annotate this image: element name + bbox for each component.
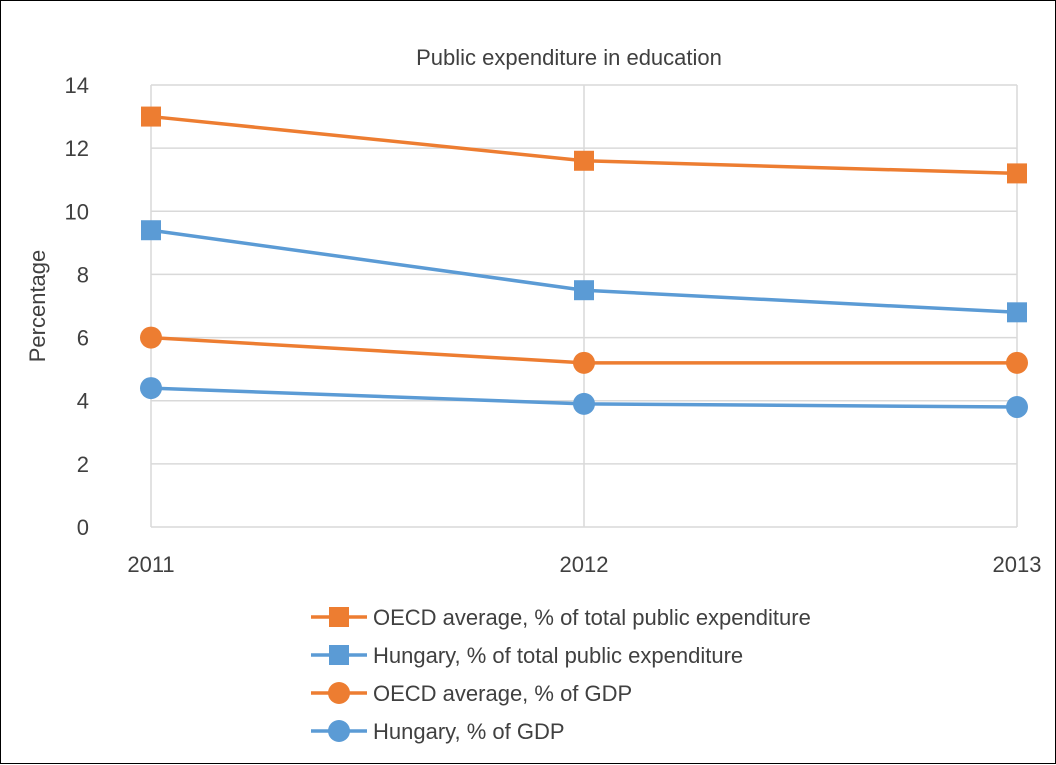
y-tick-label: 14	[65, 73, 89, 98]
series-lines	[140, 106, 1028, 419]
legend-label: OECD average, % of GDP	[373, 681, 632, 706]
x-tick-label: 2012	[560, 552, 609, 577]
data-point-circle	[1006, 396, 1028, 419]
legend: OECD average, % of total public expendit…	[311, 605, 811, 744]
legend-marker	[328, 720, 350, 742]
data-point-circle	[140, 326, 162, 349]
y-tick-label: 6	[77, 326, 89, 351]
x-tick-label: 2011	[127, 552, 174, 577]
data-point-circle	[140, 377, 162, 400]
data-point-square	[1007, 302, 1027, 323]
legend-item: OECD average, % of GDP	[311, 681, 632, 706]
chart-title: Public expenditure in education	[416, 45, 722, 70]
gridlines	[150, 84, 1018, 527]
data-point-square	[574, 280, 594, 301]
y-tick-label: 2	[77, 452, 89, 477]
axes: 0 2 4 6 8 10 12 14 2011 2012 2013	[65, 73, 1042, 577]
legend-item: Hungary, % of total public expenditure	[311, 643, 743, 668]
y-tick-label: 12	[65, 136, 89, 161]
legend-item: OECD average, % of total public expendit…	[311, 605, 811, 630]
legend-label: OECD average, % of total public expendit…	[373, 605, 811, 630]
data-point-square	[141, 106, 161, 127]
y-tick-label: 0	[77, 515, 89, 540]
data-point-square	[141, 220, 161, 241]
legend-item: Hungary, % of GDP	[311, 719, 565, 744]
legend-label: Hungary, % of GDP	[373, 719, 565, 744]
legend-marker	[328, 682, 350, 704]
legend-label: Hungary, % of total public expenditure	[373, 643, 743, 668]
series-group	[141, 220, 1027, 323]
data-point-circle	[573, 351, 595, 374]
data-point-circle	[573, 392, 595, 415]
data-point-circle	[1006, 351, 1028, 374]
y-tick-label: 8	[77, 262, 89, 287]
series-group	[140, 377, 1028, 419]
legend-marker	[329, 607, 349, 627]
series-group	[140, 326, 1028, 374]
data-point-square	[1007, 163, 1027, 184]
series-group	[141, 106, 1027, 184]
x-tick-label: 2013	[993, 552, 1042, 577]
y-tick-label: 4	[77, 389, 89, 414]
y-axis-label: Percentage	[25, 250, 50, 363]
legend-marker	[329, 645, 349, 665]
data-point-square	[574, 150, 594, 171]
y-tick-label: 10	[65, 199, 89, 224]
